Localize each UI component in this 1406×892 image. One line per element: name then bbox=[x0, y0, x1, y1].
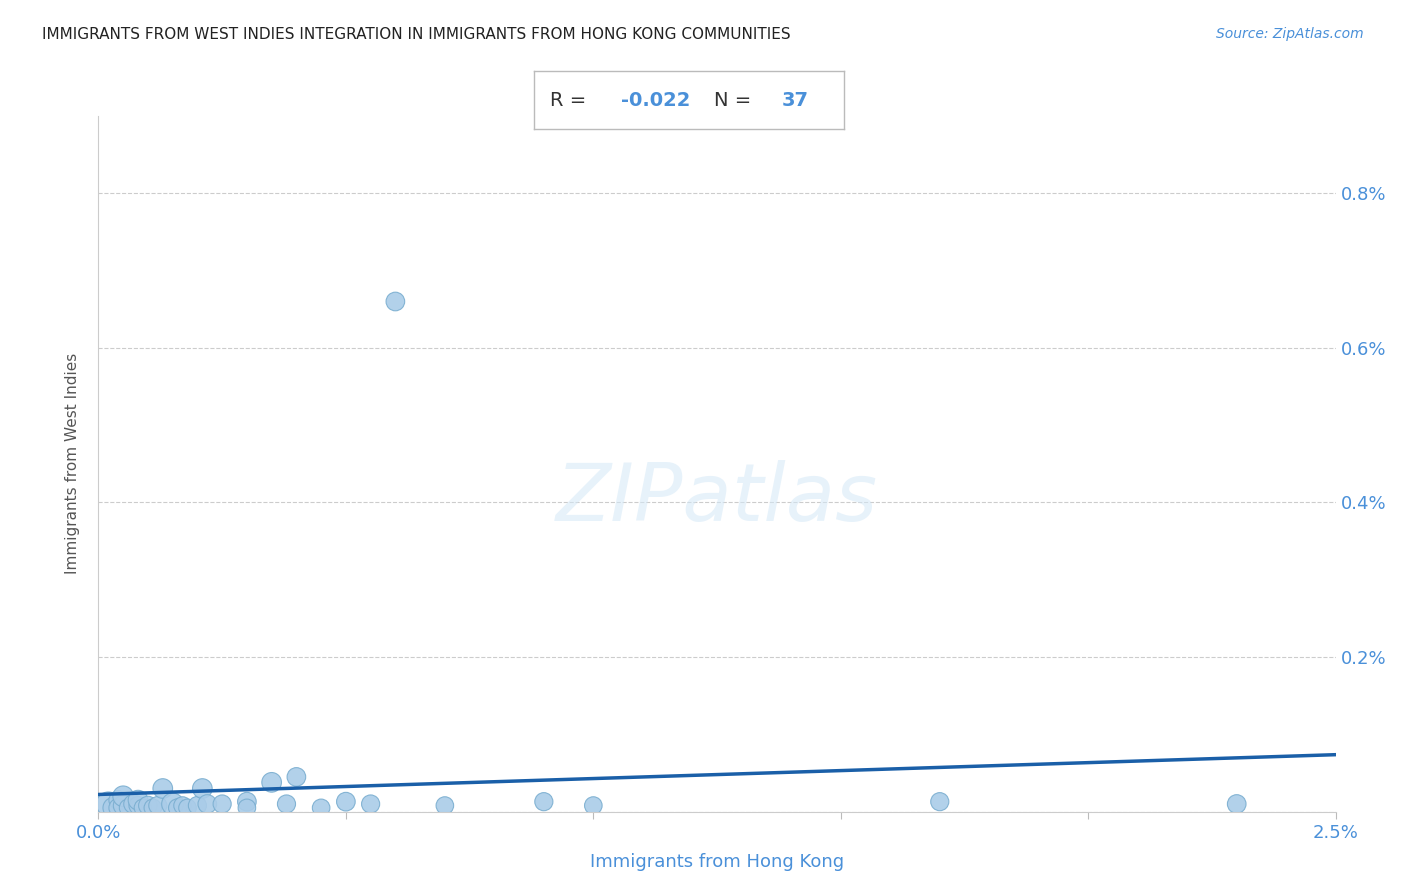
Point bbox=[1226, 797, 1249, 811]
Point bbox=[136, 798, 159, 813]
Point bbox=[107, 801, 129, 815]
Point bbox=[127, 798, 149, 813]
Point bbox=[236, 801, 259, 815]
Point bbox=[533, 795, 555, 809]
Point bbox=[433, 798, 456, 813]
Point bbox=[122, 797, 145, 811]
Point bbox=[97, 797, 120, 811]
Point bbox=[166, 801, 188, 815]
Point bbox=[276, 797, 298, 811]
Point bbox=[582, 798, 605, 813]
Point bbox=[127, 793, 149, 807]
Text: ZIPatlas: ZIPatlas bbox=[555, 459, 879, 538]
Point bbox=[103, 801, 125, 815]
Point bbox=[107, 793, 129, 807]
Text: IMMIGRANTS FROM WEST INDIES INTEGRATION IN IMMIGRANTS FROM HONG KONG COMMUNITIES: IMMIGRANTS FROM WEST INDIES INTEGRATION … bbox=[42, 27, 790, 42]
Point bbox=[152, 781, 174, 796]
Point bbox=[384, 294, 406, 309]
Point bbox=[142, 801, 165, 815]
Text: -0.022: -0.022 bbox=[621, 91, 690, 110]
Point bbox=[117, 801, 139, 815]
Point bbox=[132, 801, 155, 815]
X-axis label: Immigrants from Hong Kong: Immigrants from Hong Kong bbox=[591, 853, 844, 871]
Point bbox=[285, 770, 308, 784]
Y-axis label: Immigrants from West Indies: Immigrants from West Indies bbox=[65, 353, 80, 574]
Point bbox=[146, 798, 169, 813]
Point bbox=[236, 795, 259, 809]
Point bbox=[162, 797, 184, 811]
Text: N =: N = bbox=[714, 91, 758, 110]
Point bbox=[112, 789, 135, 804]
Point bbox=[335, 795, 357, 809]
Point bbox=[176, 801, 198, 815]
Point bbox=[195, 797, 218, 811]
Point bbox=[360, 797, 382, 811]
Point bbox=[309, 801, 332, 815]
Text: 37: 37 bbox=[782, 91, 808, 110]
Text: Source: ZipAtlas.com: Source: ZipAtlas.com bbox=[1216, 27, 1364, 41]
Point bbox=[186, 798, 208, 813]
Point bbox=[928, 795, 950, 809]
Point bbox=[191, 781, 214, 796]
Point bbox=[112, 798, 135, 813]
Point bbox=[260, 775, 283, 789]
Point bbox=[211, 797, 233, 811]
Point bbox=[172, 798, 194, 813]
Text: R =: R = bbox=[550, 91, 592, 110]
